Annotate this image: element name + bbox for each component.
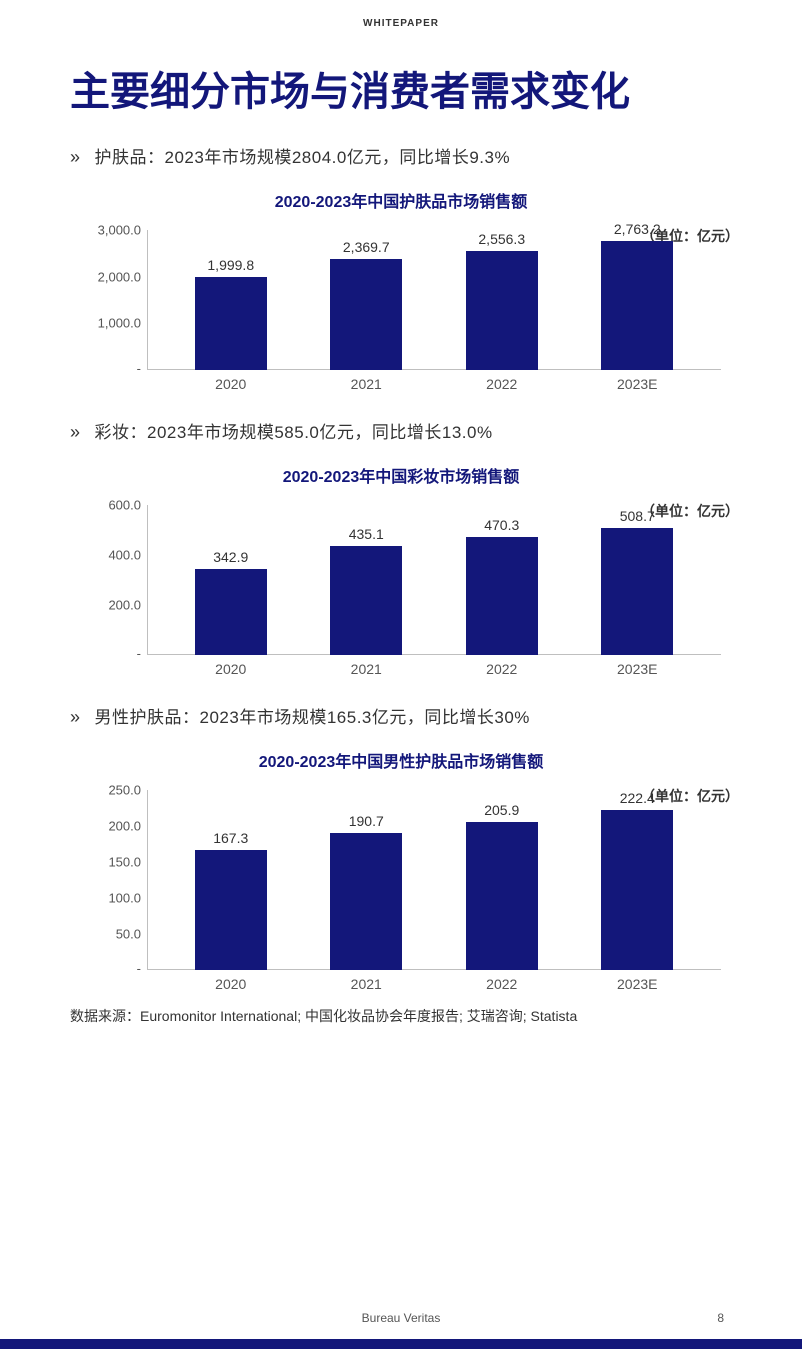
bar: 2,556.3 <box>447 231 557 370</box>
bars-row: 342.9 435.1 470.3 508.7 <box>147 505 721 655</box>
bar: 342.9 <box>176 549 286 655</box>
x-axis: 2020 2021 2022 2023E <box>147 370 721 392</box>
y-axis: -200.0400.0600.0 <box>81 505 141 655</box>
bar-value-label: 342.9 <box>213 549 248 565</box>
x-tick: 2023E <box>582 976 692 992</box>
bullet-text: 彩妆：2023年市场规模585.0亿元，同比增长13.0% <box>95 418 493 443</box>
bar: 190.7 <box>311 813 421 970</box>
y-axis: -50.0100.0150.0200.0250.0 <box>81 790 141 970</box>
y-tick: - <box>81 361 141 376</box>
chart-title: 2020-2023年中国彩妆市场销售额 <box>70 463 732 487</box>
y-tick: 150.0 <box>81 855 141 870</box>
bar-value-label: 2,369.7 <box>343 239 390 255</box>
x-tick: 2022 <box>447 661 557 677</box>
y-tick: 200.0 <box>81 598 141 613</box>
x-tick: 2021 <box>311 376 421 392</box>
bar-rect <box>466 822 538 970</box>
bar-rect <box>195 569 267 655</box>
chart-title: 2020-2023年中国男性护肤品市场销售额 <box>70 748 732 772</box>
chart: （单位：亿元）-200.0400.0600.0342.9435.1470.350… <box>81 505 721 677</box>
bar: 508.7 <box>582 508 692 655</box>
y-tick: 600.0 <box>81 498 141 513</box>
y-tick: 1,000.0 <box>81 316 141 331</box>
x-tick: 2020 <box>176 376 286 392</box>
section: » 彩妆：2023年市场规模585.0亿元，同比增长13.0% 2020-2023年… <box>0 418 802 677</box>
bullet-line: » 护肤品：2023年市场规模2804.0亿元，同比增长9.3% <box>70 143 732 168</box>
page-number: 8 <box>717 1311 724 1325</box>
bar-value-label: 2,556.3 <box>478 231 525 247</box>
bullet-line: » 男性护肤品：2023年市场规模165.3亿元，同比增长30% <box>70 703 732 728</box>
chart-title: 2020-2023年中国护肤品市场销售额 <box>70 188 732 212</box>
y-tick: 2,000.0 <box>81 269 141 284</box>
bar-rect <box>601 241 673 370</box>
chart-canvas: -50.0100.0150.0200.0250.0167.3190.7205.9… <box>147 790 721 970</box>
footer-brand: Bureau Veritas <box>0 1311 802 1325</box>
chart-canvas: -200.0400.0600.0342.9435.1470.3508.7 <box>147 505 721 655</box>
y-tick: 50.0 <box>81 927 141 942</box>
x-axis: 2020 2021 2022 2023E <box>147 970 721 992</box>
bar-value-label: 470.3 <box>484 517 519 533</box>
x-tick: 2021 <box>311 661 421 677</box>
bar-value-label: 435.1 <box>349 526 384 542</box>
bar-rect <box>466 537 538 655</box>
y-tick: 100.0 <box>81 891 141 906</box>
bar: 205.9 <box>447 802 557 970</box>
bar-rect <box>601 810 673 970</box>
bar: 470.3 <box>447 517 557 655</box>
x-tick: 2022 <box>447 376 557 392</box>
section: »男性护肤品：2023年市场规模165.3亿元，同比增长30%2020-2023… <box>0 703 802 992</box>
y-tick: - <box>81 961 141 976</box>
bullet-text: 男性护肤品：2023年市场规模165.3亿元，同比增长30% <box>95 703 530 728</box>
bar: 2,369.7 <box>311 239 421 370</box>
bar-value-label: 205.9 <box>484 802 519 818</box>
bar: 222.4 <box>582 790 692 970</box>
header-label: WHITEPAPER <box>0 0 802 29</box>
y-tick: 250.0 <box>81 783 141 798</box>
x-tick: 2020 <box>176 661 286 677</box>
y-tick: - <box>81 646 141 661</box>
bar-value-label: 222.4 <box>620 790 655 806</box>
bar-value-label: 1,999.8 <box>207 257 254 273</box>
bar-rect <box>195 850 267 970</box>
x-tick: 2023E <box>582 661 692 677</box>
bar: 1,999.8 <box>176 257 286 370</box>
page-title: 主要细分市场与消费者需求变化 <box>0 29 802 117</box>
bar-rect <box>330 833 402 970</box>
bars-row: 167.3 190.7 205.9 222.4 <box>147 790 721 970</box>
bullet-glyph: » <box>70 422 81 443</box>
section: »护肤品：2023年市场规模2804.0亿元，同比增长9.3%2020-2023… <box>0 143 802 392</box>
bullet-glyph: » <box>70 707 81 728</box>
y-tick: 400.0 <box>81 548 141 563</box>
bar-value-label: 508.7 <box>620 508 655 524</box>
y-tick: 3,000.0 <box>81 223 141 238</box>
x-axis: 2020 2021 2022 2023E <box>147 655 721 677</box>
x-tick: 2022 <box>447 976 557 992</box>
bottom-accent-bar <box>0 1339 802 1349</box>
bar-value-label: 2,763.2 <box>614 221 661 237</box>
bar-rect <box>466 251 538 370</box>
data-source: 数据来源：Euromonitor International; 中国化妆品协会年… <box>0 992 802 1027</box>
bullet-glyph: » <box>70 147 81 168</box>
bar-rect <box>601 528 673 655</box>
bar: 435.1 <box>311 526 421 655</box>
bar-rect <box>330 546 402 655</box>
bar-rect <box>330 259 402 370</box>
y-axis: -1,000.02,000.03,000.0 <box>81 230 141 370</box>
bars-row: 1,999.82,369.72,556.32,763.2 <box>147 230 721 370</box>
bullet-text: 护肤品：2023年市场规模2804.0亿元，同比增长9.3% <box>95 143 511 168</box>
x-tick: 2023E <box>582 376 692 392</box>
bar-value-label: 167.3 <box>213 830 248 846</box>
x-tick: 2021 <box>311 976 421 992</box>
y-tick: 200.0 <box>81 819 141 834</box>
chart-canvas: -1,000.02,000.03,000.01,999.82,369.72,55… <box>147 230 721 370</box>
bar-value-label: 190.7 <box>349 813 384 829</box>
bar: 2,763.2 <box>582 221 692 370</box>
bullet-line: » 彩妆：2023年市场规模585.0亿元，同比增长13.0% <box>70 418 732 443</box>
x-tick: 2020 <box>176 976 286 992</box>
chart: （单位：亿元）-50.0100.0150.0200.0250.0167.3190… <box>81 790 721 992</box>
chart: （单位：亿元）-1,000.02,000.03,000.01,999.82,36… <box>81 230 721 392</box>
bar: 167.3 <box>176 830 286 970</box>
bar-rect <box>195 277 267 370</box>
